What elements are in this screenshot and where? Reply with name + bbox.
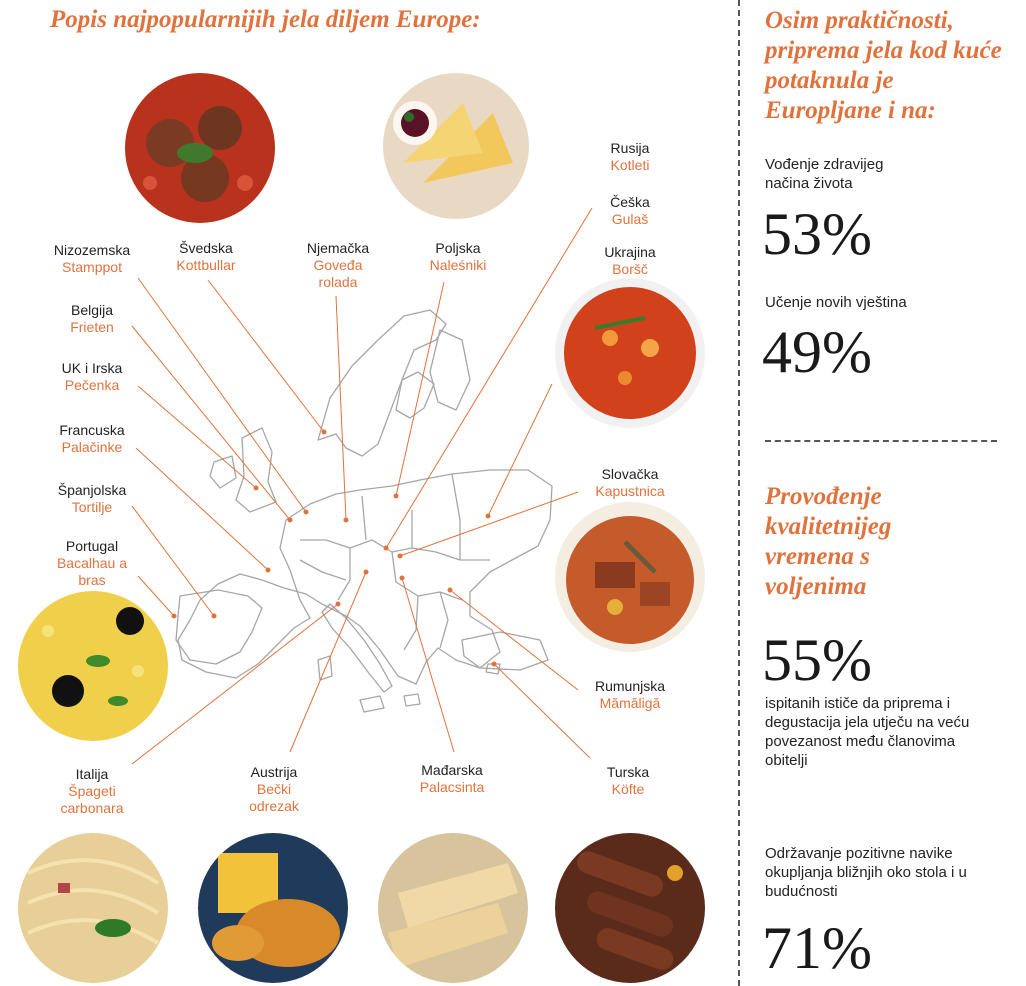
nalesniki-photo [383, 73, 529, 219]
label-netherlands: Nizozemska Stamppot [32, 242, 152, 276]
stat4-value: 71% [762, 915, 872, 981]
dish-name: Palacsinta [419, 779, 485, 795]
country-name: Njemačka [306, 240, 370, 256]
label-hungary: Mađarska Palacsinta [392, 762, 512, 796]
label-czechia: Češka Gulaš [570, 194, 690, 228]
label-ukraine: Ukrajina Boršč [570, 244, 690, 278]
country-name: Austrija [250, 764, 298, 780]
vertical-divider [738, 0, 740, 986]
stat3-text: ispitanih ističe da priprema i degustaci… [765, 695, 970, 769]
country-name: Turska [606, 764, 650, 780]
country-name: Švedska [179, 240, 233, 256]
stat2-value: 49% [762, 319, 872, 385]
schnitzel-photo [198, 833, 348, 983]
dish-name: Palačinke [61, 439, 123, 455]
country-name: Češka [610, 194, 650, 210]
label-turkey: Turska Köfte [568, 764, 688, 798]
country-name: Španjolska [57, 482, 127, 498]
dish-name: Mămăligă [599, 695, 661, 711]
dish-name: Tortilje [71, 499, 113, 515]
stat1-label: Vođenje zdravijeg načina života [765, 156, 884, 192]
dish-name: Naleśniki [429, 257, 487, 273]
dish-name: Kotleti [610, 157, 650, 173]
carbonara-photo [18, 833, 168, 983]
label-russia: Rusija Kotleti [570, 140, 690, 174]
kofte-photo [555, 833, 705, 983]
page-title: Popis najpopularnijih jela diljem Europe… [50, 6, 481, 33]
label-portugal: Portugal Bacalhau a bras [32, 538, 152, 589]
label-romania: Rumunjska Mămăligă [570, 678, 690, 712]
dish-name: Špageti carbonara [60, 783, 124, 816]
label-austria: Austrija Bečki odrezak [214, 764, 334, 815]
dish-name: Frieten [70, 319, 114, 335]
country-name: Rumunjska [594, 678, 666, 694]
label-belgium: Belgija Frieten [32, 302, 152, 336]
meatballs-photo [125, 73, 275, 223]
right-heading-1: Osim praktičnosti, priprema jela kod kuć… [765, 7, 1002, 124]
dish-name: Kottbullar [176, 257, 236, 273]
right-heading-2: Provođenje kvalitetnijeg vremena s volje… [765, 483, 892, 600]
country-name: Ukrajina [604, 244, 656, 260]
country-name: Italija [75, 766, 109, 782]
country-name: Poljska [435, 240, 481, 256]
country-name: Portugal [65, 538, 119, 554]
country-name: Nizozemska [53, 242, 131, 258]
dish-name: Gulaš [611, 211, 649, 227]
label-italy: Italija Špageti carbonara [32, 766, 152, 817]
country-name: Slovačka [601, 466, 659, 482]
label-spain: Španjolska Tortilje [32, 482, 152, 516]
country-name: Francuska [59, 422, 125, 438]
country-name: Belgija [70, 302, 114, 318]
country-name: UK i Irska [61, 360, 123, 376]
dish-name: Pečenka [64, 377, 120, 393]
europe-map [131, 207, 593, 765]
stat4-text: Održavanje pozitivne navike okupljanja b… [765, 845, 967, 900]
dish-name: Kapustnica [595, 483, 665, 499]
label-france: Francuska Palačinke [32, 422, 152, 456]
palacsinta-photo [378, 833, 528, 983]
dish-name: Stamppot [62, 259, 122, 275]
stat3-value: 55% [762, 627, 872, 693]
label-uk-ireland: UK i Irska Pečenka [32, 360, 152, 394]
dish-name: Boršč [612, 261, 648, 277]
kapustnica-photo [555, 502, 705, 652]
label-sweden: Švedska Kottbullar [146, 240, 266, 274]
dish-name: Köfte [611, 781, 645, 797]
country-name: Rusija [610, 140, 650, 156]
borscht-photo [555, 278, 705, 428]
horizontal-divider [765, 440, 997, 442]
stat2-label: Učenje novih vještina [765, 294, 907, 311]
dish-name: Goveđa rolada [313, 257, 363, 290]
bacalhau-photo [18, 591, 168, 741]
label-germany: Njemačka Goveđa rolada [278, 240, 398, 291]
stat1-value: 53% [762, 201, 872, 267]
label-slovakia: Slovačka Kapustnica [570, 466, 690, 500]
dish-name: Bacalhau a bras [56, 555, 128, 588]
label-poland: Poljska Naleśniki [398, 240, 518, 274]
country-name: Mađarska [421, 762, 483, 778]
dish-name: Bečki odrezak [249, 781, 299, 814]
